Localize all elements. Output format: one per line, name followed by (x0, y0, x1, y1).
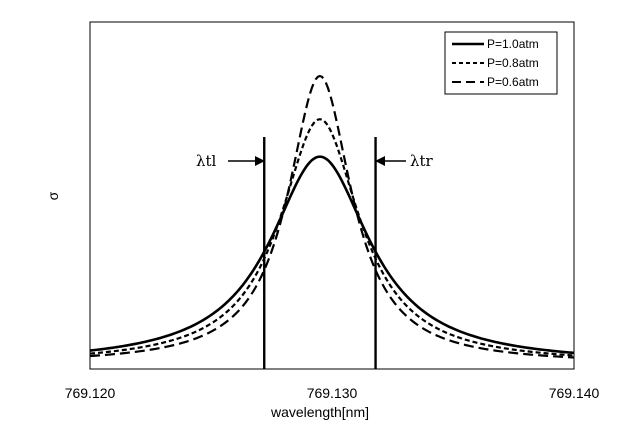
series-line-p08atm (89, 118, 575, 357)
annotation-label-right: λtr (410, 152, 434, 170)
x-axis-ticks: 769.120 769.130 769.140 (65, 385, 600, 401)
annotation-arrowhead-left (255, 156, 265, 166)
legend-label-p08: P=0.8atm (487, 56, 539, 70)
y-axis-title: σ (45, 191, 61, 200)
x-axis-title: wavelength[nm] (270, 404, 369, 420)
x-tick-label: 769.120 (65, 385, 116, 401)
plot-area-border (89, 21, 575, 370)
legend: P=1.0atm P=0.8atm P=0.6atm (444, 31, 558, 95)
series-line-p06atm (89, 74, 575, 359)
annotation-left: λtl (196, 152, 265, 170)
legend-box (444, 31, 558, 95)
x-tick-label: 769.140 (549, 385, 600, 401)
series-line-p10atm (89, 155, 575, 355)
x-tick-label: 769.130 (307, 385, 358, 401)
annotation-arrowhead-right (375, 156, 385, 166)
annotation-right: λtr (375, 152, 434, 170)
series-curves (89, 74, 575, 359)
annotation-label-left: λtl (196, 152, 217, 170)
legend-label-p10: P=1.0atm (487, 37, 539, 51)
legend-label-p06: P=0.6atm (487, 75, 539, 89)
threshold-lines (263, 137, 377, 369)
